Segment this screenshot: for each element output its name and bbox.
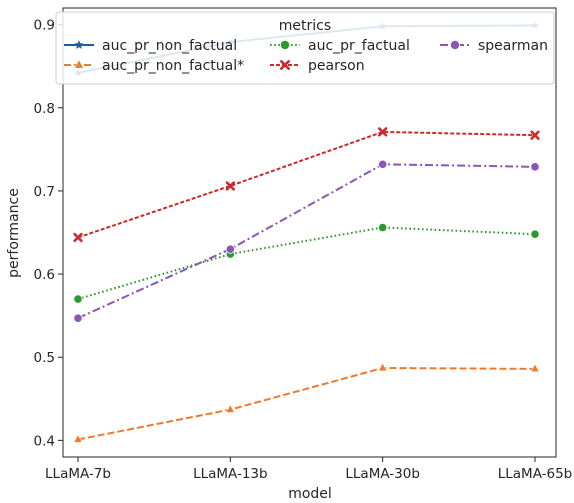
data-point bbox=[73, 294, 83, 304]
data-point bbox=[225, 181, 235, 191]
x-tick-label: LLaMA-7b bbox=[45, 466, 111, 482]
y-tick-label: 0.7 bbox=[34, 184, 55, 200]
x-tick-label: LLaMA-13b bbox=[193, 466, 268, 482]
series-auc_pr_factual bbox=[73, 222, 540, 304]
y-tick-label: 0.5 bbox=[34, 350, 55, 366]
legend-marker bbox=[74, 40, 84, 49]
legend: metrics auc_pr_non_factualauc_pr_non_fac… bbox=[55, 11, 555, 85]
legend-marker bbox=[280, 60, 290, 70]
legend-title: metrics bbox=[279, 18, 331, 34]
data-point bbox=[530, 162, 540, 172]
series-line bbox=[77, 366, 536, 441]
data-point bbox=[378, 127, 388, 137]
legend-label: pearson bbox=[308, 58, 365, 74]
series-line bbox=[77, 226, 536, 300]
series-pearson bbox=[73, 127, 540, 243]
data-point bbox=[225, 244, 235, 254]
data-point bbox=[378, 159, 388, 169]
data-point bbox=[530, 130, 540, 140]
legend-label: spearman bbox=[478, 38, 548, 54]
y-tick-label: 0.4 bbox=[34, 433, 55, 449]
series-auc_pr_non_factual* bbox=[73, 362, 540, 443]
legend-entry: auc_pr_factual bbox=[270, 38, 410, 54]
legend-frame bbox=[55, 11, 555, 85]
data-point bbox=[225, 404, 236, 413]
y-tick-label: 0.8 bbox=[34, 101, 55, 117]
legend-marker bbox=[73, 59, 85, 69]
series-line bbox=[77, 163, 536, 320]
legend-items: auc_pr_non_factual auc_pr_non_factual* auc… bbox=[64, 38, 548, 74]
legend-label: auc_pr_non_factual bbox=[102, 38, 237, 54]
legend-entry: auc_pr_non_factual bbox=[64, 38, 237, 54]
x-axis-label: model bbox=[288, 486, 332, 502]
legend-entry: spearman bbox=[440, 38, 548, 54]
legend-label: auc_pr_factual bbox=[308, 38, 410, 54]
x-tick-label: LLaMA-30b bbox=[345, 466, 420, 482]
data-point bbox=[73, 313, 83, 323]
series-spearman bbox=[73, 159, 540, 323]
y-tick-label: 0.6 bbox=[34, 267, 55, 283]
data-point bbox=[377, 362, 388, 372]
y-tick-label: 0.9 bbox=[34, 18, 55, 34]
x-tick-label: LLaMA-65b bbox=[498, 466, 573, 482]
y-axis-label: performance bbox=[6, 188, 22, 278]
data-point bbox=[378, 222, 388, 233]
data-point bbox=[530, 363, 540, 373]
series-line bbox=[77, 130, 536, 239]
legend-marker bbox=[279, 40, 290, 51]
legend-entry: pearson bbox=[270, 58, 365, 74]
axis-layer: 0.4 0.5 0.6 0.7 0.8 0.9 LLaMA-7b LLaMA-13b LLaMA… bbox=[34, 18, 573, 482]
data-point bbox=[73, 434, 83, 443]
data-point bbox=[530, 229, 540, 239]
legend-label: auc_pr_non_factual* bbox=[102, 58, 244, 74]
legend-entry: auc_pr_non_factual* bbox=[64, 58, 244, 74]
legend-marker bbox=[449, 40, 460, 51]
data-point bbox=[73, 232, 83, 243]
